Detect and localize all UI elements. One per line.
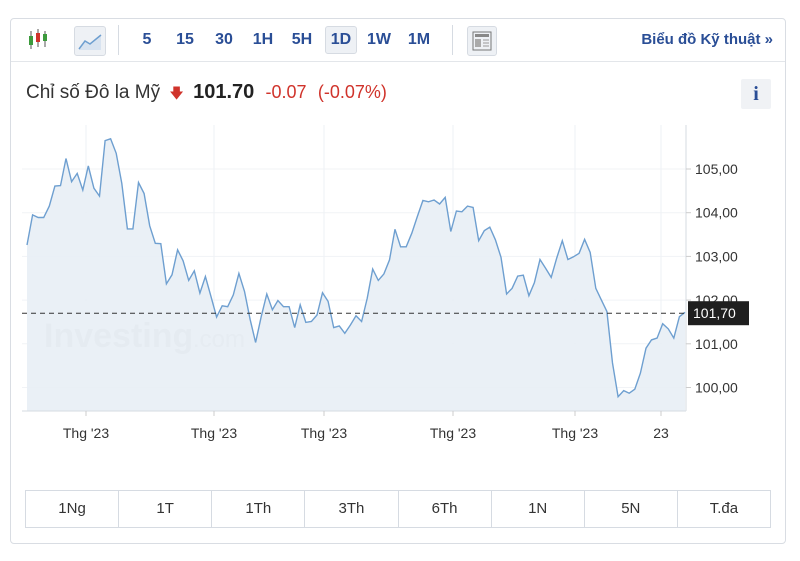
instrument-name: Chỉ số Đô la Mỹ xyxy=(26,82,161,103)
x-tick-label: Thg '23 xyxy=(430,425,476,441)
interval-5[interactable]: 5 xyxy=(142,31,152,48)
technical-chart-link[interactable]: Biểu đồ Kỹ thuật » xyxy=(641,31,773,48)
range-6m[interactable]: 6Th xyxy=(399,491,492,527)
interval-1h[interactable]: 1H xyxy=(252,31,274,48)
area-chart-icon[interactable] xyxy=(74,26,106,56)
divider xyxy=(452,25,453,55)
price-change: -0.07 xyxy=(265,82,307,102)
range-1m[interactable]: 1Th xyxy=(212,491,306,527)
current-value-label: 101,70 xyxy=(693,305,736,321)
y-tick-label: 101,00 xyxy=(695,336,738,352)
range-selector: 1Ng 1T 1Th 3Th 6Th 1N 5N T.đa xyxy=(25,490,771,528)
range-1y[interactable]: 1N xyxy=(492,491,585,527)
interval-1m[interactable]: 1M xyxy=(407,31,431,48)
price-line xyxy=(26,137,686,399)
y-tick-label: 105,00 xyxy=(695,161,738,177)
x-tick-label: Thg '23 xyxy=(191,425,237,441)
arrow-down-icon: 🡇 xyxy=(169,85,184,101)
range-3m[interactable]: 3Th xyxy=(305,491,399,527)
news-layout-icon[interactable] xyxy=(467,26,497,56)
instrument-header: Chỉ số Đô la Mỹ 🡇 101.70 -0.07 (-0.07%) xyxy=(26,81,387,107)
last-price: 101.70 xyxy=(193,81,255,103)
y-tick-label: 100,00 xyxy=(695,380,738,396)
x-tick-label: Thg '23 xyxy=(63,425,109,441)
x-tick-label: Thg '23 xyxy=(301,425,347,441)
y-tick-label: 104,00 xyxy=(695,205,738,221)
y-tick-label: 103,00 xyxy=(695,248,738,264)
candlestick-icon[interactable] xyxy=(23,27,53,53)
x-tick-label: Thg '23 xyxy=(552,425,598,441)
interval-1d[interactable]: 1D xyxy=(325,26,357,54)
range-max[interactable]: T.đa xyxy=(709,500,739,517)
price-change-percent: (-0.07%) xyxy=(317,82,387,102)
range-1w[interactable]: 1T xyxy=(119,491,213,527)
chart-toolbar: 5 15 30 1H 5H 1D 1W 1M Biểu đồ Kỹ thuật … xyxy=(11,19,785,62)
x-tick-label: 23 xyxy=(653,425,669,441)
divider xyxy=(118,25,119,55)
current-value-badge xyxy=(688,301,749,326)
range-5y[interactable]: 5N xyxy=(585,491,678,527)
info-button[interactable]: i xyxy=(741,79,771,109)
range-1d[interactable]: 1Ng xyxy=(26,491,120,527)
interval-15[interactable]: 15 xyxy=(176,31,194,48)
area-fill xyxy=(27,138,685,412)
interval-30[interactable]: 30 xyxy=(215,31,233,48)
interval-1w[interactable]: 1W xyxy=(367,31,391,48)
interval-5h[interactable]: 5H xyxy=(291,31,313,48)
